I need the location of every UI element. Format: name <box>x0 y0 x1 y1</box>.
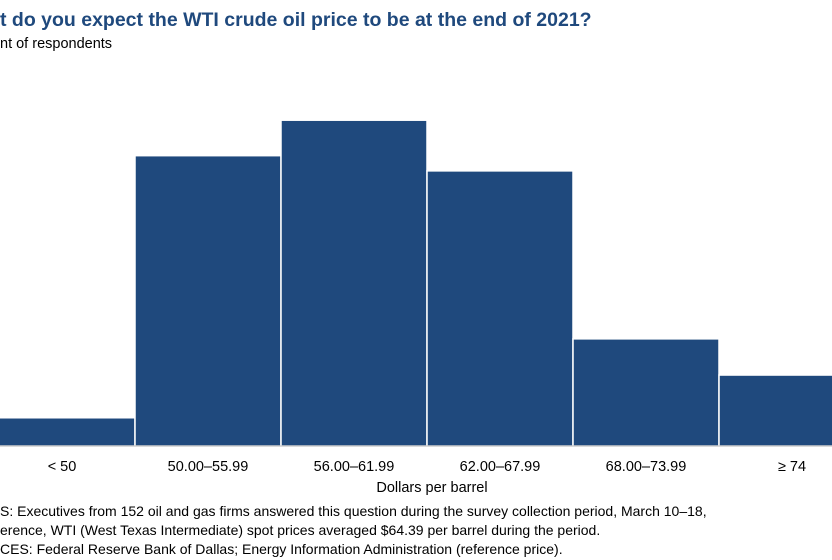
source-line: erence, WTI (West Texas Intermediate) sp… <box>0 522 601 538</box>
histogram-chart: < 50 50.00–55.99 56.00–61.99 62.00–67.99 68.… <box>0 119 832 496</box>
bar-4 <box>572 338 720 447</box>
bar-5 <box>718 374 832 447</box>
chart-title: t do you expect the WTI crude oil price … <box>0 9 592 31</box>
x-axis-label: Dollars per barrel <box>376 480 487 496</box>
bar-3 <box>426 170 574 447</box>
chart-subtitle: nt of respondents <box>0 36 113 52</box>
chart-notes: S: Executives from 152 oil and gas firms… <box>0 502 832 559</box>
source-line: CES: Federal Reserve Bank of Dallas; Ene… <box>0 541 563 557</box>
bar-group <box>0 119 832 447</box>
x-tick-label-5: ≥ 74 <box>778 459 806 475</box>
x-tick-label-2: 56.00–61.99 <box>314 459 395 475</box>
x-tick-labels: < 50 50.00–55.99 56.00–61.99 62.00–67.99 68.… <box>48 459 806 475</box>
note-line: S: Executives from 152 oil and gas firms… <box>0 503 707 519</box>
bar-1 <box>134 154 282 447</box>
x-tick-label-1: 50.00–55.99 <box>168 459 249 475</box>
bar-2 <box>280 119 428 447</box>
x-tick-label-4: 68.00–73.99 <box>606 459 687 475</box>
x-tick-label-0: < 50 <box>48 459 77 475</box>
bar-0 <box>0 417 136 447</box>
x-tick-label-3: 62.00–67.99 <box>460 459 541 475</box>
